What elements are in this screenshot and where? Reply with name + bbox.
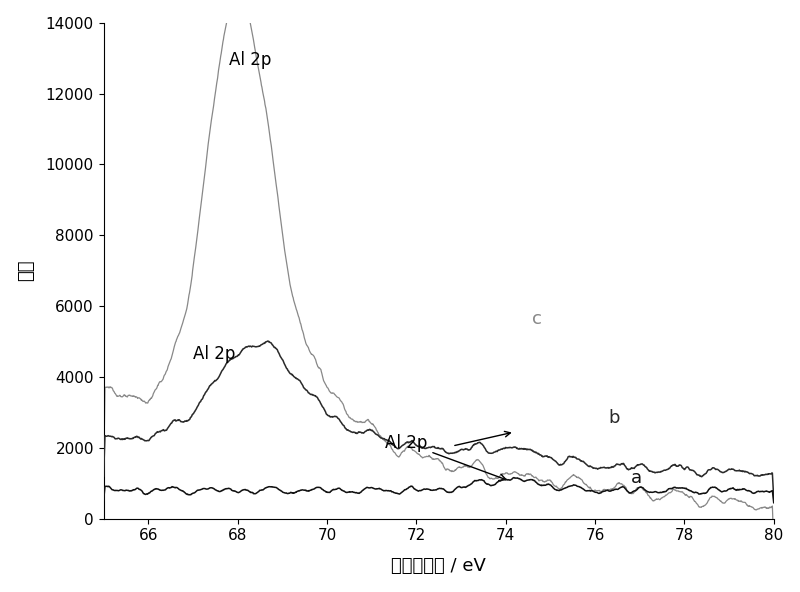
X-axis label: 电子结合能 / eV: 电子结合能 / eV [391, 557, 486, 575]
Text: Al 2p: Al 2p [193, 345, 235, 363]
Text: b: b [609, 409, 620, 427]
Text: Al 2p: Al 2p [229, 51, 271, 69]
Text: a: a [630, 469, 642, 487]
Y-axis label: 强度: 强度 [17, 260, 34, 281]
Text: Al 2p: Al 2p [385, 434, 506, 481]
Text: c: c [533, 310, 542, 328]
